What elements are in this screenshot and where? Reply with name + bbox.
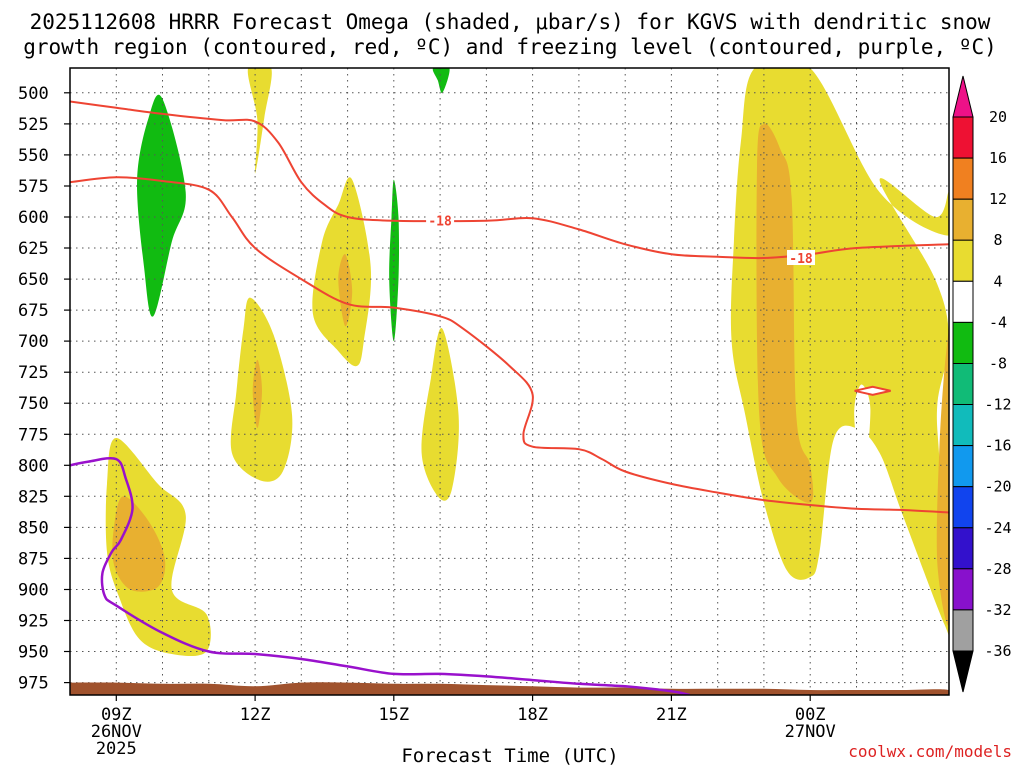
- y-tick-label: 625: [18, 239, 49, 259]
- y-tick-label: 850: [18, 518, 49, 538]
- colorbar-label: 12: [989, 190, 1007, 208]
- y-tick-label: 925: [18, 612, 49, 632]
- x-tick-date: 27NOV: [785, 722, 836, 742]
- colorbar-swatch: [952, 363, 974, 406]
- x-tick-date: 26NOV: [91, 722, 142, 742]
- y-tick-label: 575: [18, 177, 49, 197]
- colorbar-top-arrow: [952, 75, 974, 118]
- y-tick-label: 550: [18, 146, 49, 166]
- plot-frame: [69, 67, 950, 696]
- y-tick-label: 500: [18, 84, 49, 104]
- colorbar-swatch: [952, 239, 974, 282]
- colorbar-swatch: [952, 609, 974, 652]
- omega-region-4_8-5: [421, 327, 459, 501]
- colorbar-label: 20: [989, 108, 1007, 126]
- colorbar: 20 16 12 8 4 -4 -8 -12 -16 -20 -24 -28 -32 -36: [952, 75, 1012, 693]
- colorbar-label: -28: [984, 560, 1011, 578]
- colorbar-swatch: [952, 157, 974, 200]
- colorbar-swatch: [952, 527, 974, 570]
- credit-text[interactable]: coolwx.com/models: [848, 742, 1012, 761]
- y-tick-label: 975: [18, 674, 49, 694]
- dgz-isotherm-small-loop: [854, 385, 891, 396]
- colorbar-swatch: [952, 486, 974, 529]
- isotherm-label: -18: [789, 252, 813, 267]
- colorbar-swatch: [952, 404, 974, 447]
- colorbar-label: 8: [993, 231, 1002, 249]
- colorbar-swatch: [952, 568, 974, 611]
- y-tick-label: 775: [18, 425, 49, 445]
- omega-region-_4_8-13: [432, 68, 450, 94]
- y-tick-label: 900: [18, 581, 49, 601]
- colorbar-label: -32: [984, 601, 1011, 619]
- chart-title-line2: growth region (contoured, red, ºC) and f…: [23, 35, 997, 59]
- terrain-fill: [70, 682, 949, 695]
- x-tick-label: 09Z: [101, 705, 132, 725]
- y-tick-label: 750: [18, 394, 49, 414]
- colorbar-label: -12: [984, 396, 1011, 414]
- colorbar-swatch: [952, 321, 974, 364]
- grid-lines: [70, 68, 949, 695]
- colorbar-label: -16: [984, 437, 1011, 455]
- colorbar-label: -4: [989, 313, 1007, 331]
- y-tick-label: 525: [18, 115, 49, 135]
- omega-region-_4_8-11: [137, 94, 186, 317]
- colorbar-swatch: [952, 116, 974, 159]
- y-tick-label: 800: [18, 456, 49, 476]
- colorbar-label: -20: [984, 478, 1011, 496]
- isotherm-label: -18: [428, 215, 452, 230]
- omega-hole-0: [854, 384, 871, 478]
- colorbar-bottom-arrow: [952, 650, 974, 693]
- omega-shading-layer: [105, 68, 949, 657]
- x-tick-label: 12Z: [240, 705, 271, 725]
- isotherm-label-bg: [426, 212, 455, 228]
- plot-area: -18 -18: [70, 68, 949, 695]
- y-tick-label: 875: [18, 549, 49, 569]
- y-tick-label: 650: [18, 270, 49, 290]
- colorbar-label: 4: [993, 272, 1002, 290]
- omega-region-8_12-2: [338, 254, 353, 327]
- freezing-level-line: [70, 456, 691, 695]
- colorbar-label: -8: [989, 355, 1007, 373]
- omega-region-4_8-0: [247, 68, 272, 174]
- y-tick-label: 825: [18, 487, 49, 507]
- x-tick-year: 2025: [96, 739, 137, 759]
- x-tick-label: 21Z: [656, 705, 687, 725]
- isotherm-label-bg: [787, 250, 815, 265]
- chart-title-line1: 2025112608 HRRR Forecast Omega (shaded, …: [30, 10, 991, 34]
- pressure-axis: 500 525 550 575 600 625 650 675 700 725 750 775 800 8…: [18, 84, 70, 694]
- omega-region-8_12-9: [756, 123, 814, 503]
- x-tick-label: 18Z: [517, 705, 548, 725]
- y-tick-label: 675: [18, 301, 49, 321]
- colorbar-label: -36: [984, 642, 1011, 660]
- contour-lines-layer: -18 -18: [70, 100, 949, 695]
- y-tick-label: 700: [18, 332, 49, 352]
- omega-region-8_12-10: [936, 327, 949, 626]
- y-tick-label: 725: [18, 363, 49, 383]
- y-tick-label: 950: [18, 643, 49, 663]
- x-tick-label: 15Z: [378, 705, 409, 725]
- dgz-isotherm-1: [70, 176, 949, 514]
- x-axis-label: Forecast Time (UTC): [401, 745, 618, 767]
- colorbar-swatch: [952, 280, 974, 323]
- omega-region-8_12-7: [112, 496, 166, 592]
- x-tick-label: 00Z: [795, 705, 826, 725]
- y-tick-label: 600: [18, 208, 49, 228]
- colorbar-label: -24: [984, 519, 1011, 537]
- colorbar-label: 16: [989, 149, 1007, 167]
- colorbar-swatch: [952, 445, 974, 488]
- colorbar-swatch: [952, 198, 974, 241]
